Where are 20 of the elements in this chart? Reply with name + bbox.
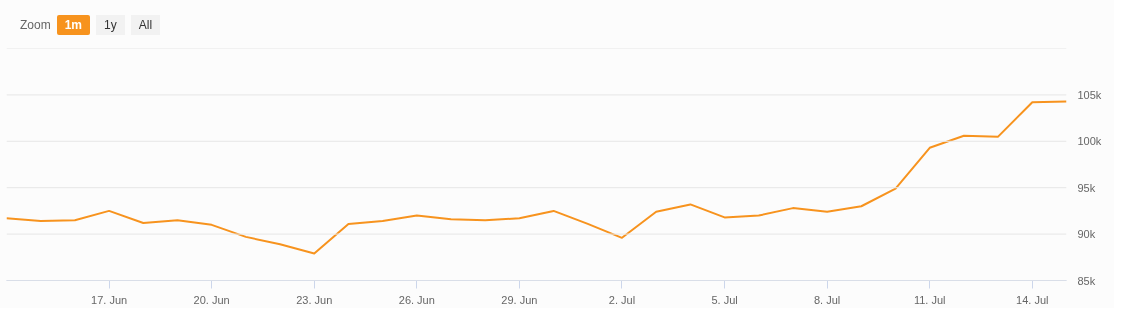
- x-tick-label: 8. Jul: [814, 293, 841, 306]
- x-tick-label: 5. Jul: [711, 293, 738, 306]
- y-tick-label: 105k: [1077, 88, 1102, 101]
- text: 1m: [56, 15, 91, 35]
- x-tick-label: 14. Jul: [1016, 293, 1049, 306]
- y-tick-label: 90k: [1077, 228, 1096, 241]
- text: 1y: [96, 15, 125, 35]
- x-tick-label: 26. Jun: [398, 293, 435, 306]
- text: Zoom: [20, 18, 51, 32]
- y-tick-label: 100k: [1077, 135, 1102, 148]
- x-tick-label: 29. Jun: [501, 293, 538, 306]
- x-tick-label: 2. Jul: [608, 293, 636, 306]
- x-tick-label: 17. Jun: [91, 293, 128, 306]
- line-series: [6, 100, 1067, 255]
- x-tick-label: 20. Jun: [193, 293, 230, 306]
- x-tick-label: 23. Jun: [296, 293, 333, 306]
- x-tick-label: 11. Jul: [913, 293, 946, 306]
- y-tick-label: 85k: [1077, 274, 1096, 287]
- y-tick-label: 95k: [1077, 181, 1096, 194]
- text: All: [130, 15, 161, 35]
